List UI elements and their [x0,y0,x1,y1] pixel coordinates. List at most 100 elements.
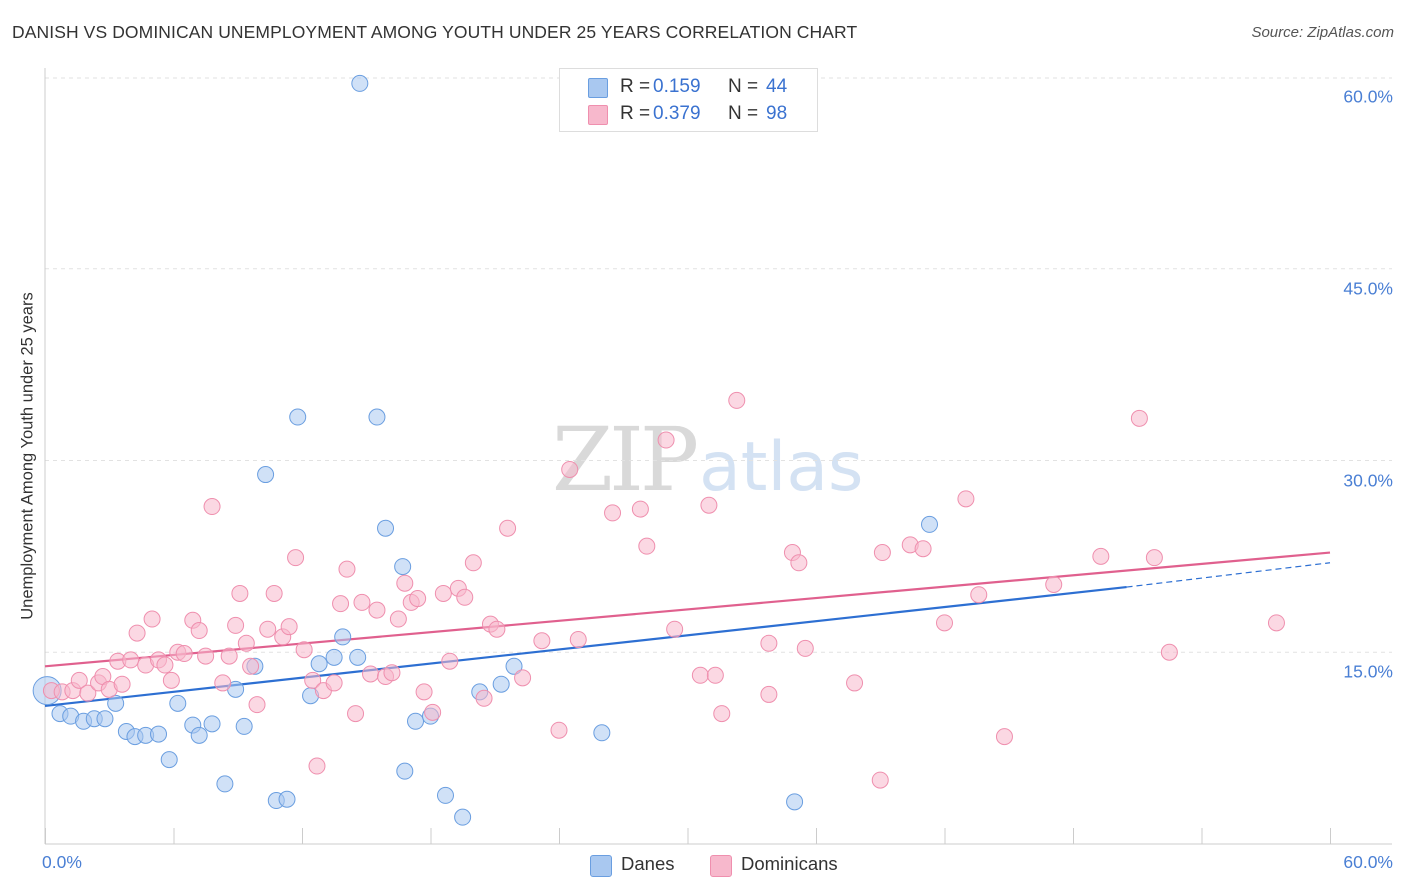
dominicans-point [280,618,298,636]
y-tick-label: 45.0% [1343,278,1393,299]
danes-point [436,786,454,804]
x-tick-label-min: 0.0% [42,852,82,872]
dominicans-point [143,610,161,628]
dominicans-point [475,689,493,707]
r-value: 0.159 [653,76,701,97]
danes-trend-extension [1126,562,1331,588]
dominicans-point [1145,549,1163,567]
dominicans-point [1160,643,1178,661]
stats-row-dominicans: R = 0.379 N = 98 [560,101,817,127]
dominicans-point [175,645,193,663]
dominicans-point [604,504,622,522]
dominicans-point [396,574,414,592]
dominicans-point [657,431,675,449]
dominicans-point [237,634,255,652]
dominicans-swatch [588,105,608,125]
danes-point [325,648,343,666]
dominicans-point [957,490,975,508]
dominicans-point [914,540,932,558]
danes-point [505,657,523,675]
danes-point [203,715,221,733]
dominicans-point [434,584,452,602]
danes-point [235,717,253,735]
dominicans-point [128,624,146,642]
dominicans-point [79,684,97,702]
series-dominicans [42,391,1285,789]
dominicans-point [464,554,482,572]
danes-point [190,726,208,744]
dominicans-point [631,500,649,518]
dominicans-point [383,664,401,682]
data-points [32,74,1285,826]
danes-point [921,515,939,533]
dominicans-point [728,391,746,409]
r-value: 0.379 [653,103,701,124]
n-value: 44 [766,76,788,97]
dominicans-point [70,671,88,689]
danes-point [351,74,369,92]
chart-title: DANISH VS DOMINICAN UNEMPLOYMENT AMONG Y… [12,22,858,42]
danes-point [160,751,178,769]
dominicans-point [368,601,386,619]
dominicans-point [760,634,778,652]
danes-point [349,648,367,666]
dominicans-point [1045,575,1063,593]
r-label: R = [620,103,651,124]
series-danes [32,74,939,826]
dominicans-point [308,757,326,775]
dominicans-point [1267,614,1285,632]
dominicans-point [325,674,343,692]
dominicans-point [970,586,988,604]
dominicans-point [338,560,356,578]
legend-swatch-danes [590,855,612,877]
dominicans-point [122,651,140,669]
dominicans-point [389,610,407,628]
danes-point [257,466,275,484]
dominicans-point [362,665,380,683]
stats-row-danes: R = 0.159 N = 44 [560,74,817,100]
n-label: N = [728,103,759,124]
dominicans-point [713,705,731,723]
danes-point [334,628,352,646]
dominicans-point [760,685,778,703]
correlation-stats-box: R = 0.159 N = 44 R = 0.379 N = 98 [559,68,818,132]
dominicans-point [666,620,684,638]
chart-source: Source: ZipAtlas.com [1251,24,1394,41]
dominicans-point [846,674,864,692]
danes-point [150,725,168,743]
dominicans-point [700,496,718,514]
legend-label: Danes [621,853,675,874]
dominicans-point [409,590,427,608]
dominicans-point [265,584,283,602]
dominicans-point [113,675,131,693]
dominicans-point [995,728,1013,746]
dominicans-point [259,620,277,638]
dominicans-point [197,647,215,665]
dominicans-trend-line [44,551,1331,668]
axes [44,68,1392,845]
dominicans-point [561,460,579,478]
dominicans-point [533,632,551,650]
danes-point [377,519,395,537]
dominicans-point [873,544,891,562]
dominicans-point [691,666,709,684]
dominicans-point [248,696,266,714]
n-label: N = [728,76,759,97]
dominicans-point [424,703,442,721]
danes-point [310,655,328,673]
danes-point [368,408,386,426]
dominicans-point [1130,409,1148,427]
dominicans-point [190,622,208,640]
dominicans-point [415,683,433,701]
danes-point [454,808,472,826]
dominicans-point [706,666,724,684]
dominicans-point [231,584,249,602]
dominicans-point [488,620,506,638]
danes-point [107,694,125,712]
danes-point [492,675,510,693]
danes-point [96,710,114,728]
danes-point [216,775,234,793]
dominicans-point [1092,547,1110,565]
dominicans-point [156,656,174,674]
dominicans-point [569,630,587,648]
